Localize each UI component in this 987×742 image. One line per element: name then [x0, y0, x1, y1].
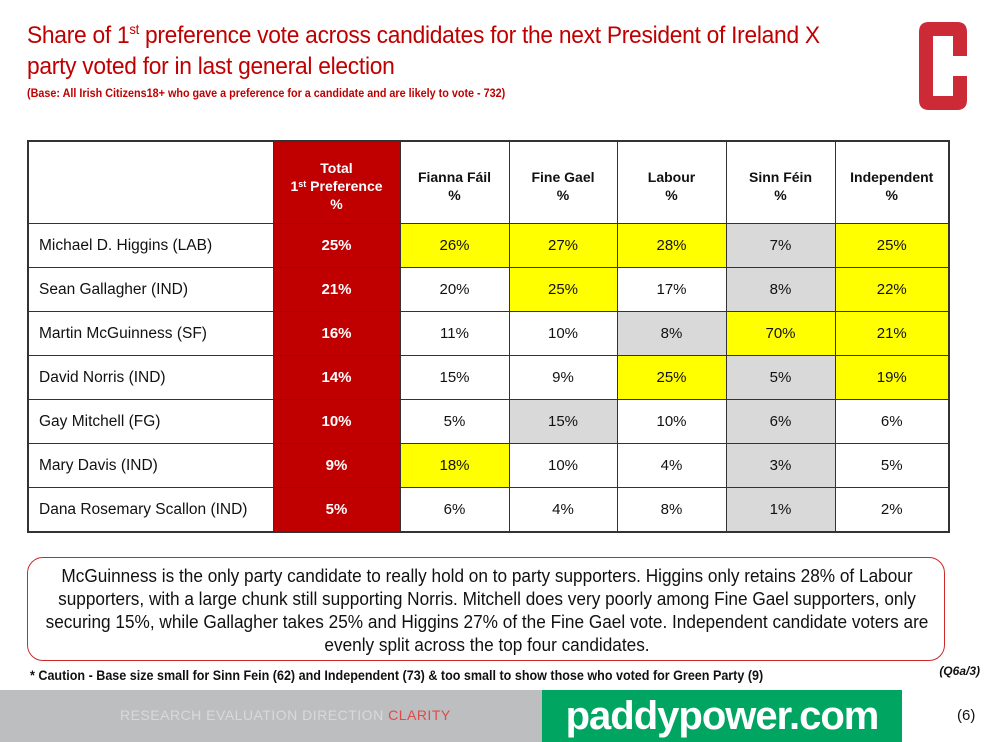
cell-total: 9% — [272, 443, 401, 488]
caution-note: * Caution - Base size small for Sinn Fei… — [30, 668, 764, 683]
table-row: Sean Gallagher (IND) 21% 20% 25% 17% 8% 22% — [27, 267, 950, 312]
header-labour: Labour% — [616, 140, 727, 224]
cell-fianna-fail: 11% — [399, 311, 510, 356]
cell-independent: 19% — [834, 355, 950, 400]
question-reference: (Q6a/3) — [939, 664, 980, 678]
cell-labour: 4% — [616, 443, 727, 488]
cell-fine-gael: 10% — [508, 443, 618, 488]
table-row: Michael D. Higgins (LAB) 25% 26% 27% 28% 7% 25… — [27, 223, 950, 268]
summary-callout: McGuinness is the only party candidate t… — [27, 557, 945, 661]
cell-total: 25% — [272, 223, 401, 268]
cell-fianna-fail: 5% — [399, 399, 510, 444]
cell-fianna-fail: 18% — [399, 443, 510, 488]
header-total-first-preference: Total 1st Preference % — [272, 140, 401, 224]
page-number: (6) — [957, 707, 976, 724]
cell-independent: 22% — [834, 267, 950, 312]
cell-fine-gael: 4% — [508, 487, 618, 533]
cell-sinn-fein: 1% — [725, 487, 836, 533]
cell-labour: 10% — [616, 399, 727, 444]
page-title: Share of 1st preference vote across cand… — [27, 21, 820, 80]
candidate-name: Michael D. Higgins (LAB) — [27, 223, 274, 268]
header-independent: Independent% — [834, 140, 950, 224]
cell-fianna-fail: 6% — [399, 487, 510, 533]
cell-fine-gael: 15% — [508, 399, 618, 444]
table-row: Gay Mitchell (FG) 10% 5% 15% 10% 6% 6% — [27, 399, 950, 444]
candidate-name: Martin McGuinness (SF) — [27, 311, 274, 356]
footer-grey-band — [0, 690, 542, 742]
vote-share-table: Total 1st Preference % Fianna Fáil% Fine… — [27, 140, 950, 533]
cell-total: 21% — [272, 267, 401, 312]
cell-labour: 17% — [616, 267, 727, 312]
header-fianna-fail: Fianna Fáil% — [399, 140, 510, 224]
cell-fine-gael: 10% — [508, 311, 618, 356]
cell-independent: 6% — [834, 399, 950, 444]
cell-fine-gael: 25% — [508, 267, 618, 312]
cell-independent: 5% — [834, 443, 950, 488]
base-subtitle: (Base: All Irish Citizens18+ who gave a … — [27, 86, 506, 100]
header-fine-gael: Fine Gael% — [508, 140, 618, 224]
table-row: Martin McGuinness (SF) 16% 11% 10% 8% 70% 21% — [27, 311, 950, 356]
candidate-name: Dana Rosemary Scallon (IND) — [27, 487, 274, 533]
table-header-row: Total 1st Preference % Fianna Fáil% Fine… — [27, 140, 950, 224]
cell-sinn-fein: 3% — [725, 443, 836, 488]
cell-fianna-fail: 26% — [399, 223, 510, 268]
header-candidate-blank — [27, 140, 274, 224]
brand-logo-c-icon: C — [919, 22, 967, 110]
cell-fine-gael: 9% — [508, 355, 618, 400]
header-sinn-fein: Sinn Féin% — [725, 140, 836, 224]
cell-fianna-fail: 15% — [399, 355, 510, 400]
cell-total: 5% — [272, 487, 401, 533]
cell-labour: 28% — [616, 223, 727, 268]
cell-labour: 8% — [616, 487, 727, 533]
cell-fianna-fail: 20% — [399, 267, 510, 312]
cell-sinn-fein: 5% — [725, 355, 836, 400]
table-row: Dana Rosemary Scallon (IND) 5% 6% 4% 8% 1% 2% — [27, 487, 950, 533]
candidate-name: Gay Mitchell (FG) — [27, 399, 274, 444]
cell-fine-gael: 27% — [508, 223, 618, 268]
paddypower-logo: paddypower.com — [542, 690, 902, 742]
cell-sinn-fein: 70% — [725, 311, 836, 356]
cell-sinn-fein: 8% — [725, 267, 836, 312]
cell-sinn-fein: 7% — [725, 223, 836, 268]
table-row: David Norris (IND) 14% 15% 9% 25% 5% 19% — [27, 355, 950, 400]
cell-independent: 21% — [834, 311, 950, 356]
cell-total: 16% — [272, 311, 401, 356]
cell-independent: 2% — [834, 487, 950, 533]
footer-tagline: RESEARCH EVALUATION DIRECTION CLARITY — [120, 707, 451, 723]
cell-labour: 25% — [616, 355, 727, 400]
cell-labour: 8% — [616, 311, 727, 356]
cell-independent: 25% — [834, 223, 950, 268]
cell-sinn-fein: 6% — [725, 399, 836, 444]
candidate-name: Sean Gallagher (IND) — [27, 267, 274, 312]
cell-total: 10% — [272, 399, 401, 444]
cell-total: 14% — [272, 355, 401, 400]
candidate-name: Mary Davis (IND) — [27, 443, 274, 488]
candidate-name: David Norris (IND) — [27, 355, 274, 400]
table-row: Mary Davis (IND) 9% 18% 10% 4% 3% 5% — [27, 443, 950, 488]
